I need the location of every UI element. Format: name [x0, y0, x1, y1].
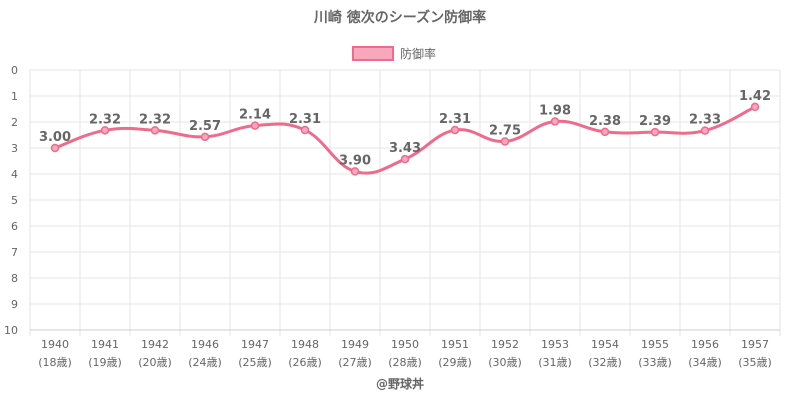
data-point[interactable] — [500, 137, 510, 146]
x-tick-age-label: (24歳) — [188, 356, 222, 369]
x-tick-label: 1940 — [41, 338, 69, 351]
x-tick-age-label: (32歳) — [588, 356, 622, 369]
x-tick-age-label: (19歳) — [88, 356, 122, 369]
x-tick-label: 1954 — [591, 338, 619, 351]
x-tick-label: 1956 — [691, 338, 719, 351]
x-tick-label: 1950 — [391, 338, 419, 351]
legend-label: 防御率 — [400, 46, 436, 61]
data-label: 3.43 — [389, 141, 421, 156]
data-point[interactable] — [200, 132, 210, 142]
x-tick-age-label: (28歳) — [388, 356, 422, 369]
data-points — [50, 102, 760, 176]
y-tick-label: 2 — [11, 116, 18, 129]
x-tick-age-label: (26歳) — [288, 356, 322, 369]
y-tick-label: 5 — [11, 194, 18, 207]
data-point[interactable] — [250, 121, 260, 130]
data-point[interactable] — [600, 127, 610, 137]
y-tick-label: 10 — [4, 324, 18, 337]
data-label: 2.39 — [639, 114, 671, 129]
data-point[interactable] — [450, 125, 460, 135]
x-tick-age-label: (34歳) — [688, 356, 722, 369]
x-tick-age-label: (33歳) — [638, 356, 672, 369]
y-tick-label: 8 — [11, 272, 18, 285]
data-point[interactable] — [150, 126, 160, 135]
data-label: 2.33 — [689, 113, 721, 128]
x-tick-label: 1949 — [341, 338, 369, 351]
data-label: 3.90 — [339, 153, 371, 168]
x-tick-label: 1951 — [441, 338, 469, 351]
x-tick-label: 1953 — [541, 338, 569, 351]
legend[interactable]: 防御率 — [352, 46, 436, 61]
data-point[interactable] — [700, 126, 710, 135]
data-label: 2.31 — [439, 112, 471, 127]
data-label: 2.57 — [189, 119, 221, 134]
y-axis: 0 1 2 3 4 5 6 7 8 9 10 — [4, 64, 18, 337]
x-tick-label: 1948 — [291, 338, 319, 351]
y-tick-label: 3 — [11, 142, 18, 155]
x-tick-age-label: (18歳) — [38, 356, 72, 369]
x-tick-label: 1947 — [241, 338, 269, 351]
data-point[interactable] — [400, 154, 410, 164]
data-label: 3.00 — [39, 130, 71, 145]
y-tick-label: 6 — [11, 220, 18, 233]
legend-swatch — [352, 46, 394, 61]
data-point[interactable] — [100, 126, 110, 135]
data-point[interactable] — [300, 125, 310, 135]
x-tick-age-label: (27歳) — [338, 356, 372, 369]
x-tick-label: 1946 — [191, 338, 219, 351]
data-label: 2.75 — [489, 124, 521, 139]
y-tick-label: 9 — [11, 298, 18, 311]
x-tick-age-label: (30歳) — [488, 356, 522, 369]
data-label: 2.14 — [239, 108, 271, 123]
data-point[interactable] — [650, 127, 660, 137]
y-tick-label: 0 — [11, 64, 18, 77]
x-tick-label: 1957 — [741, 338, 769, 351]
credit-text: @野球丼 — [376, 376, 424, 391]
data-point[interactable] — [750, 102, 760, 112]
data-point[interactable] — [550, 117, 560, 126]
x-tick-age-label: (20歳) — [138, 356, 172, 369]
y-tick-label: 1 — [11, 90, 18, 103]
x-tick-age-label: (35歳) — [738, 356, 772, 369]
x-tick-age-label: (29歳) — [438, 356, 472, 369]
y-tick-label: 7 — [11, 246, 18, 259]
x-tick-label: 1955 — [641, 338, 669, 351]
data-label: 1.98 — [539, 103, 571, 118]
data-point[interactable] — [350, 167, 360, 176]
data-labels: 3.00 2.32 2.32 2.57 2.14 2.31 3.90 3.43 2.31 2.75… — [39, 89, 771, 168]
data-label: 1.42 — [739, 89, 771, 104]
x-tick-label: 1952 — [491, 338, 519, 351]
data-label: 2.32 — [89, 112, 121, 127]
chart-title: 川崎 徳次のシーズン防御率 — [313, 9, 486, 26]
y-tick-label: 4 — [11, 168, 18, 181]
data-label: 2.38 — [589, 114, 621, 129]
data-label: 2.32 — [139, 112, 171, 127]
x-tick-age-label: (25歳) — [238, 356, 272, 369]
grid — [29, 69, 781, 336]
x-tick-age-label: (31歳) — [538, 356, 572, 369]
data-label: 2.31 — [289, 112, 321, 127]
x-axis: 1940 (18歳) 1941 (19歳) 1942 (20歳) 1946 (24歳) 1947… — [38, 338, 772, 369]
x-tick-label: 1942 — [141, 338, 169, 351]
data-point[interactable] — [50, 143, 60, 153]
x-tick-label: 1941 — [91, 338, 119, 351]
